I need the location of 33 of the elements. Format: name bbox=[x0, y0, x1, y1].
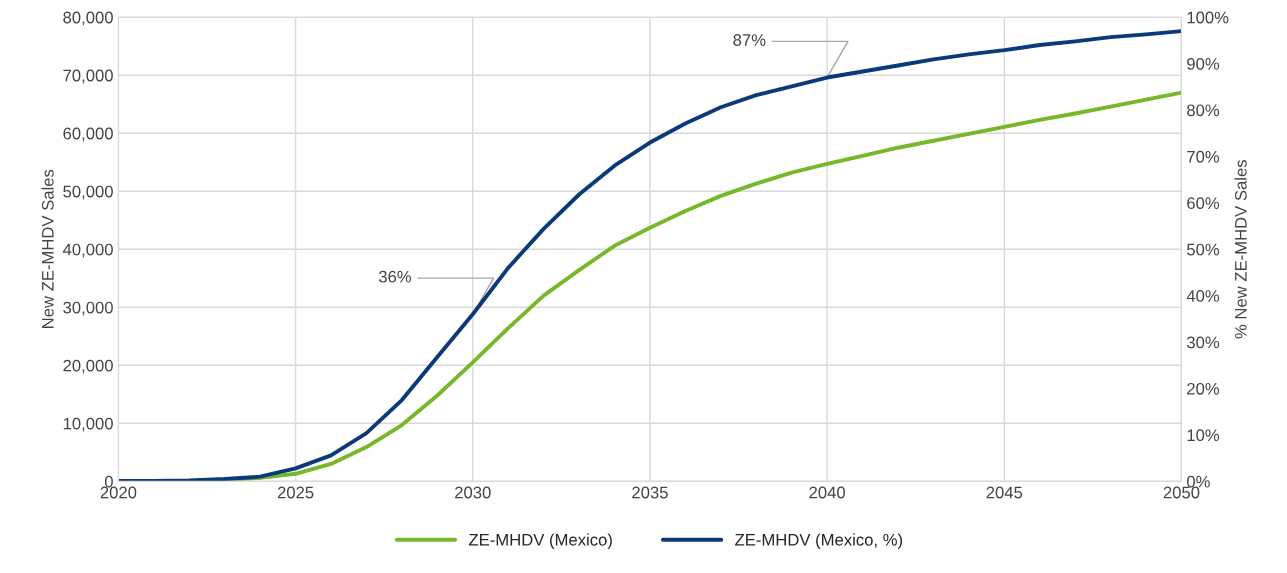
y2-tick-label: 60% bbox=[1187, 197, 1220, 210]
y-axis-title: New ZE-MHDV Sales bbox=[41, 169, 54, 328]
legend-label: ZE-MHDV (Mexico) bbox=[468, 533, 612, 549]
y2-tick-label: 100% bbox=[1187, 11, 1229, 24]
y2-tick-label: 90% bbox=[1187, 58, 1220, 70]
y2-axis-title: % New ZE-MHDV Sales bbox=[1234, 160, 1247, 339]
x-tick-label: 2040 bbox=[809, 486, 845, 499]
y2-tick-label: 70% bbox=[1187, 150, 1220, 163]
y2-tick-label: 50% bbox=[1186, 243, 1220, 256]
x-tick-label: 2025 bbox=[277, 486, 314, 499]
y2-tick-label: 0% bbox=[1186, 475, 1210, 488]
y-tick-label: 70,000 bbox=[63, 69, 113, 84]
y2-tick-label: 30% bbox=[1186, 336, 1220, 349]
annotation: 36% bbox=[378, 270, 412, 283]
y-tick-label: 50,000 bbox=[63, 185, 113, 200]
y-tick-label: 20,000 bbox=[63, 359, 113, 374]
y-tick-label: 0 bbox=[104, 475, 113, 488]
y-tick-label: 30,000 bbox=[63, 301, 113, 316]
y-tick-label: 80,000 bbox=[63, 11, 113, 26]
y2-tick-label: 40% bbox=[1186, 290, 1220, 302]
x-tick-label: 2035 bbox=[632, 486, 668, 499]
y-tick-label: 40,000 bbox=[62, 243, 113, 258]
x-tick-label: 2045 bbox=[986, 486, 1023, 499]
y-tick-label: 60,000 bbox=[63, 127, 113, 142]
y2-tick-label: 10% bbox=[1187, 429, 1220, 442]
y2-tick-label: 20% bbox=[1187, 382, 1220, 395]
annotation: 87% bbox=[733, 34, 766, 46]
y2-tick-label: 80% bbox=[1187, 104, 1220, 117]
x-tick-label: 2030 bbox=[455, 486, 491, 499]
y-tick-label: 10,000 bbox=[63, 417, 113, 432]
x-tick-label: 2050 bbox=[1163, 486, 1200, 499]
legend-label: ZE-MHDV (Mexico, %) bbox=[735, 533, 903, 549]
x-tick-label: 2020 bbox=[100, 486, 137, 499]
